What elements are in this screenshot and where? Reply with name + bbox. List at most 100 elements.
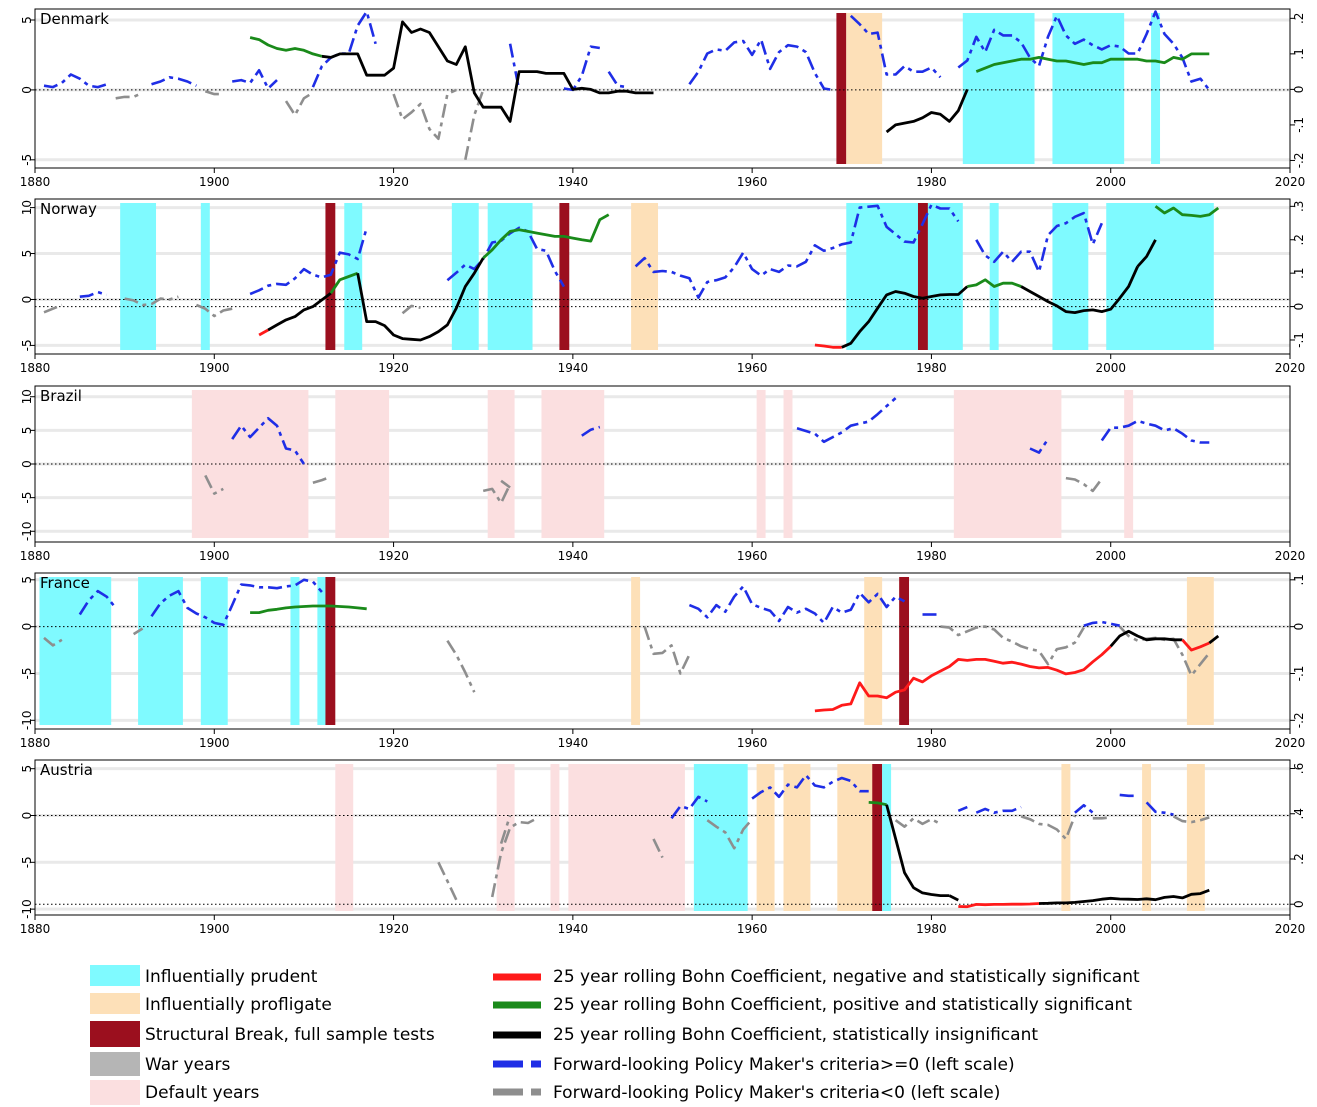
forward-looking-pos xyxy=(975,805,1022,815)
forward-looking-neg xyxy=(124,295,179,307)
x-tick-label: 1920 xyxy=(378,361,409,375)
right-tick-label: -.1 xyxy=(1292,117,1306,133)
bohn-pos xyxy=(967,278,1022,288)
forward-looking-neg xyxy=(643,626,691,675)
shade-break xyxy=(325,203,336,350)
shade-default xyxy=(568,764,685,911)
forward-looking-pos xyxy=(78,589,117,616)
panel-frame xyxy=(34,8,1291,169)
shade-prudent xyxy=(344,203,363,350)
bohn-insig xyxy=(885,804,950,897)
left-tick-label: 10 xyxy=(20,389,34,404)
shade-break xyxy=(899,577,910,725)
forward-looking-neg xyxy=(1065,476,1103,493)
legend-label-fwd-pos: Forward-looking Policy Maker's criteria>… xyxy=(553,1055,1015,1075)
forward-looking-neg xyxy=(500,479,511,489)
forward-looking-pos xyxy=(446,226,566,288)
shade-break xyxy=(559,203,570,350)
shade-prudent xyxy=(200,577,228,725)
shade-prudent xyxy=(120,203,157,350)
forward-looking-pos xyxy=(563,45,600,92)
forward-looking-pos xyxy=(1145,801,1174,816)
country-label: France xyxy=(40,574,90,592)
x-tick-label: 1980 xyxy=(916,175,947,189)
x-tick-label: 1960 xyxy=(737,549,768,563)
x-tick-label: 1880 xyxy=(20,922,51,936)
forward-looking-pos xyxy=(688,38,834,92)
right-tick-label: .6 xyxy=(1292,763,1306,774)
bohn-pos xyxy=(329,271,359,294)
x-tick-label: 2020 xyxy=(1275,736,1306,750)
panel-brazil: Brazil -10 -5 0 5 10 1880 1900 1920 1940 1960 1980 2… xyxy=(20,385,1305,563)
x-tick-label: 1980 xyxy=(916,549,947,563)
forward-looking-neg xyxy=(284,91,314,117)
left-tick-label: 5 xyxy=(20,16,34,24)
right-tick-label: .1 xyxy=(1292,48,1306,59)
x-tick-label: 2000 xyxy=(1095,736,1126,750)
forward-looking-neg xyxy=(1020,815,1077,841)
legend-label-insig: 25 year rolling Bohn Coefficient, statis… xyxy=(553,1025,1038,1045)
right-tick-label: 0 xyxy=(1292,86,1306,94)
x-tick-label: 2000 xyxy=(1095,361,1126,375)
x-tick-label: 2020 xyxy=(1275,361,1306,375)
legend: Influentially prudent Influentially prof… xyxy=(90,965,1140,1105)
left-tick-label: -10 xyxy=(20,710,34,730)
shade-default xyxy=(191,390,309,538)
x-tick-label: 1940 xyxy=(558,736,589,750)
forward-looking-pos xyxy=(670,795,708,820)
right-tick-label: .2 xyxy=(1292,853,1306,864)
right-tick-label: -.1 xyxy=(1292,666,1306,682)
forward-looking-pos xyxy=(688,585,906,625)
shade-prudent xyxy=(1151,13,1161,164)
shade-default xyxy=(756,390,766,538)
bohn-pos xyxy=(250,604,367,614)
legend-label-fwd-neg: Forward-looking Policy Maker's criteria<… xyxy=(553,1083,1000,1103)
bohn-neg xyxy=(1181,638,1210,652)
x-tick-label: 2020 xyxy=(1275,175,1306,189)
shade-prudent xyxy=(693,764,748,911)
legend-label-break: Structural Break, full sample tests xyxy=(145,1025,435,1045)
x-tick-label: 1960 xyxy=(737,175,768,189)
shade-profligate xyxy=(837,764,874,911)
forward-looking-neg xyxy=(652,838,664,859)
legend-swatch-break xyxy=(90,1021,140,1047)
shade-profligate xyxy=(756,764,775,911)
forward-looking-neg xyxy=(499,815,512,844)
shade-prudent xyxy=(1052,203,1089,350)
bohn-insig xyxy=(948,894,959,902)
bohn-insig xyxy=(1109,629,1183,648)
left-tick-label: -5 xyxy=(20,339,34,351)
right-tick-label: -.2 xyxy=(1292,712,1306,728)
forward-looking-pos xyxy=(581,425,601,437)
panel-france: France -10 -5 0 5 -.2 -.1 0 .1 1880 1900 1920 1940 19… xyxy=(20,572,1306,750)
x-tick-label: 1960 xyxy=(737,736,768,750)
x-tick-label: 1880 xyxy=(20,736,51,750)
x-tick-label: 1980 xyxy=(916,922,947,936)
shade-default xyxy=(550,764,560,911)
shade-profligate xyxy=(846,13,883,164)
forward-looking-pos xyxy=(1119,793,1138,798)
bohn-pos xyxy=(482,213,610,260)
left-tick-label: 10 xyxy=(20,200,34,215)
right-tick-label: .4 xyxy=(1292,808,1306,819)
forward-looking-pos xyxy=(975,211,1103,274)
forward-looking-neg xyxy=(195,303,233,318)
shade-prudent xyxy=(989,203,999,350)
forward-looking-pos xyxy=(150,578,323,627)
left-tick-label: 5 xyxy=(20,427,34,435)
forward-looking-pos xyxy=(849,14,942,79)
forward-looking-pos xyxy=(1029,438,1050,454)
bohn-pos xyxy=(868,801,887,807)
shade-prudent xyxy=(290,577,300,725)
x-tick-label: 1940 xyxy=(558,549,589,563)
shade-prudent xyxy=(138,577,183,725)
right-tick-label: .2 xyxy=(1292,234,1306,245)
x-tick-label: 1900 xyxy=(199,549,230,563)
bohn-insig xyxy=(267,292,332,332)
forward-looking-neg xyxy=(392,88,457,141)
forward-looking-neg xyxy=(1172,815,1210,824)
right-tick-label: .2 xyxy=(1292,13,1306,24)
right-tick-label: .1 xyxy=(1292,574,1306,585)
panel-frame xyxy=(34,198,1291,355)
right-tick-label: -.2 xyxy=(1292,153,1306,169)
